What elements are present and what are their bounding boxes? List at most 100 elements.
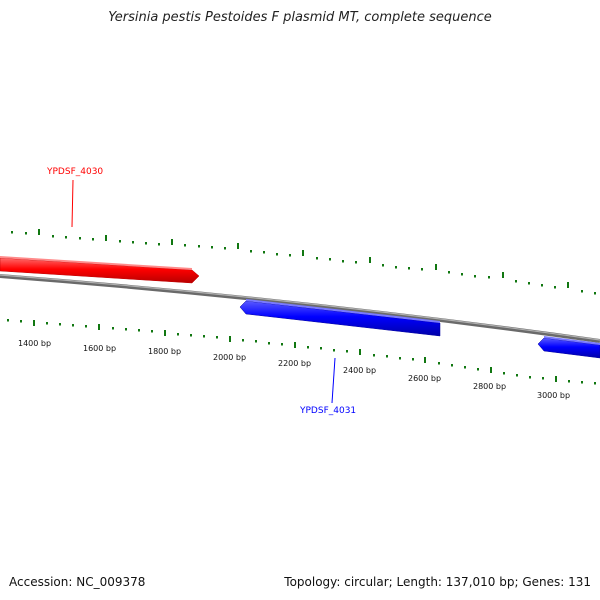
- upper-tick-minor-36: [594, 292, 596, 295]
- scale-label-1600: 1600 bp: [83, 344, 116, 353]
- upper-tick-minor-2: [25, 232, 27, 235]
- upper-tick-major-2: [105, 235, 107, 241]
- upper-tick-minor-13: [211, 246, 213, 249]
- scale-label-2000: 2000 bp: [213, 353, 246, 362]
- gene-label: YPDSF_4030: [46, 167, 103, 177]
- lower-tick-minor-30: [477, 368, 479, 371]
- lower-tick-minor-29: [464, 366, 466, 369]
- lower-tick-minor-9: [138, 329, 140, 332]
- upper-tick-minor-7: [119, 240, 121, 243]
- upper-tick-minor-27: [448, 271, 450, 274]
- lower-tick-minor-8: [125, 328, 127, 331]
- scale-label-2800: 2800 bp: [473, 382, 506, 391]
- scale-label-3000: 3000 bp: [537, 391, 570, 400]
- upper-tick-track: [11, 229, 596, 295]
- lower-tick-minor-14: [216, 336, 218, 339]
- upper-tick-minor-10: [158, 243, 160, 246]
- upper-tick-minor-21: [342, 260, 344, 263]
- gene-arrow-reverse[interactable]: [239, 300, 441, 337]
- upper-tick-minor-30: [488, 276, 490, 279]
- upper-tick-minor-17: [276, 253, 278, 256]
- upper-tick-minor-8: [132, 241, 134, 244]
- lower-tick-track: [7, 319, 596, 385]
- upper-tick-major-5: [302, 250, 304, 256]
- lower-tick-minor-27: [438, 362, 440, 365]
- lower-tick-minor-31: [503, 372, 505, 375]
- gene-partial-right[interactable]: [537, 336, 600, 359]
- backbone-highlight: [0, 274, 600, 341]
- gene-label-leader: [331, 357, 336, 404]
- backbone-line: [0, 274, 600, 343]
- lower-tick-minor-18: [281, 343, 283, 346]
- upper-tick-minor-16: [263, 251, 265, 254]
- upper-tick-major-3: [171, 239, 173, 245]
- lower-tick-major-4: [229, 336, 231, 342]
- upper-tick-minor-24: [395, 266, 397, 269]
- lower-tick-minor-20: [320, 347, 322, 350]
- lower-tick-minor-3: [46, 322, 48, 325]
- scale-labels: 1400 bp 1600 bp 1800 bp 2000 bp 2200 bp …: [18, 339, 570, 400]
- sequence-summary: Topology: circular; Length: 137,010 bp; …: [284, 575, 591, 589]
- lower-tick-minor-12: [190, 334, 192, 337]
- lower-tick-minor-37: [594, 382, 596, 385]
- lower-tick-minor-26: [412, 358, 414, 361]
- scale-label-2600: 2600 bp: [408, 374, 441, 383]
- upper-tick-minor-35: [581, 290, 583, 293]
- lower-tick-minor-32: [516, 374, 518, 377]
- lower-tick-major-6: [359, 349, 361, 355]
- upper-tick-major-8: [502, 272, 504, 278]
- upper-tick-minor-6: [92, 238, 94, 241]
- lower-tick-major-7: [424, 357, 426, 363]
- scale-label-1800: 1800 bp: [148, 347, 181, 356]
- upper-tick-minor-28: [461, 273, 463, 276]
- gene-arrow-reverse-top-face: [544, 336, 600, 345]
- lower-tick-major-5: [294, 342, 296, 348]
- scale-label-1400: 1400 bp: [18, 339, 51, 348]
- lower-tick-minor-22: [346, 350, 348, 353]
- upper-tick-minor-22: [355, 261, 357, 264]
- lower-tick-minor-36: [581, 381, 583, 384]
- lower-tick-minor-23: [373, 354, 375, 357]
- upper-tick-minor-18: [289, 254, 291, 257]
- lower-tick-minor-28: [451, 364, 453, 367]
- accession-label: Accession: NC_009378: [9, 575, 146, 589]
- lower-tick-minor-10: [151, 330, 153, 333]
- lower-tick-minor-7: [112, 327, 114, 330]
- lower-tick-minor-19: [307, 346, 309, 349]
- lower-tick-major-9: [555, 376, 557, 382]
- upper-tick-minor-19: [316, 257, 318, 260]
- upper-tick-major-9: [567, 282, 569, 288]
- lower-tick-major-3: [164, 330, 166, 336]
- gene-ypdsf-4031[interactable]: YPDSF_4031: [239, 299, 441, 416]
- upper-tick-minor-1: [11, 231, 13, 234]
- upper-tick-minor-12: [198, 245, 200, 248]
- lower-tick-minor-15: [242, 339, 244, 342]
- upper-tick-minor-4: [65, 236, 67, 239]
- gene-arrow-forward-top-face: [0, 256, 192, 270]
- lower-tick-minor-1: [7, 319, 9, 322]
- lower-tick-minor-13: [203, 335, 205, 338]
- gene-arrow-reverse[interactable]: [537, 337, 600, 359]
- upper-tick-minor-3: [52, 235, 54, 238]
- gene-label-leader: [71, 179, 74, 228]
- lower-tick-minor-16: [255, 340, 257, 343]
- lower-tick-minor-24: [386, 355, 388, 358]
- upper-tick-minor-20: [329, 258, 331, 261]
- upper-tick-minor-25: [408, 267, 410, 270]
- lower-tick-minor-2: [20, 320, 22, 323]
- gene-ypdsf-4030[interactable]: YPDSF_4030: [0, 167, 200, 284]
- lower-tick-minor-34: [542, 377, 544, 380]
- upper-tick-major-6: [369, 257, 371, 263]
- upper-tick-minor-31: [515, 280, 517, 283]
- upper-tick-minor-26: [421, 268, 423, 271]
- upper-tick-minor-15: [250, 250, 252, 253]
- upper-tick-minor-11: [184, 244, 186, 247]
- upper-tick-major-7: [435, 264, 437, 270]
- upper-tick-minor-23: [382, 264, 384, 267]
- upper-tick-major-4: [237, 243, 239, 249]
- scale-label-2200: 2200 bp: [278, 359, 311, 368]
- lower-tick-major-2: [98, 324, 100, 330]
- upper-tick-minor-9: [145, 242, 147, 245]
- lower-tick-major-8: [490, 367, 492, 373]
